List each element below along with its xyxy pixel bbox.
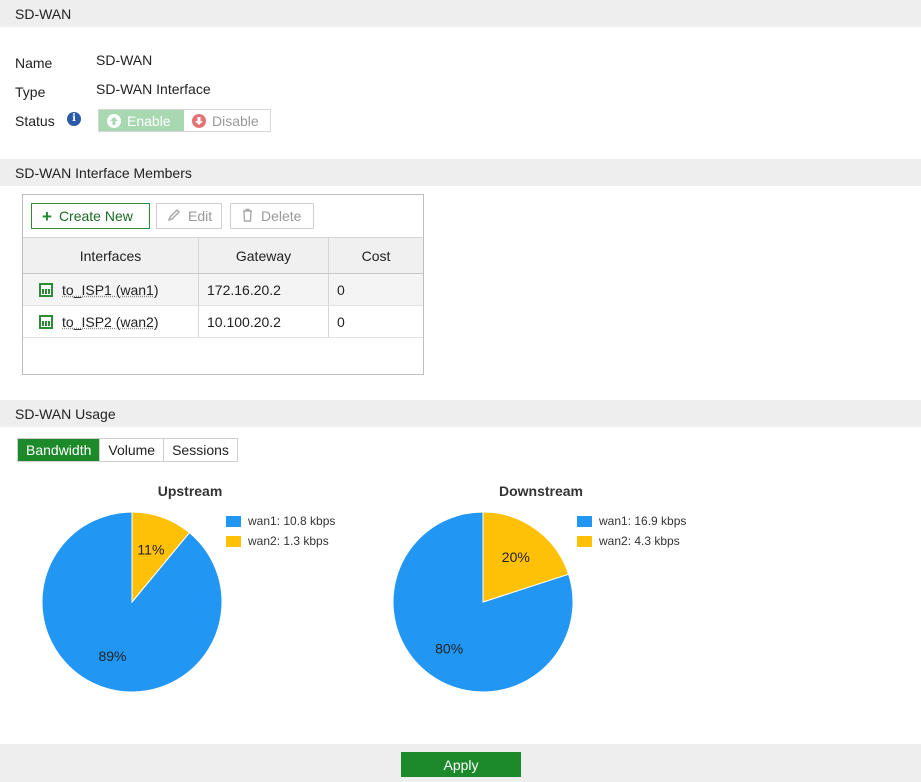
tab-sessions[interactable]: Sessions [164, 439, 237, 461]
column-header-cost[interactable]: Cost [328, 238, 423, 273]
status-toggle: Enable Disable [98, 109, 271, 132]
table-row[interactable]: to_ISP1 (wan1) 172.16.20.2 0 [23, 274, 423, 306]
edit-button[interactable]: Edit [156, 203, 222, 229]
legend-label: wan1: 10.8 kbps [248, 514, 336, 528]
tab-bandwidth[interactable]: Bandwidth [18, 439, 101, 461]
trash-icon [241, 208, 254, 225]
pie-slice-label: 89% [98, 648, 126, 664]
delete-label: Delete [261, 208, 302, 224]
pie-slice-label: 80% [435, 641, 463, 657]
legend-item[interactable]: wan1: 16.9 kbps [577, 511, 686, 531]
cost-cell: 0 [328, 274, 423, 305]
interface-name: to_ISP1 (wan1) [62, 281, 159, 298]
table-row[interactable]: to_ISP2 (wan2) 10.100.20.2 0 [23, 306, 423, 338]
pie-slice-wan2[interactable] [482, 511, 570, 603]
column-header-gateway[interactable]: Gateway [198, 238, 328, 273]
create-new-button[interactable]: + Create New [31, 203, 150, 229]
network-port-icon [39, 314, 53, 329]
disable-option[interactable]: Disable [184, 110, 270, 131]
legend-swatch-wan1 [577, 515, 592, 527]
create-new-label: Create New [58, 208, 133, 224]
legend-label: wan2: 4.3 kbps [599, 534, 680, 548]
upstream-legend: wan1: 10.8 kbps wan2: 1.3 kbps [226, 511, 335, 551]
type-value: SD-WAN Interface [96, 81, 211, 97]
legend-label: wan2: 1.3 kbps [248, 534, 329, 548]
delete-button[interactable]: Delete [230, 203, 314, 229]
usage-tabs: Bandwidth Volume Sessions [17, 438, 238, 462]
pie-slice-label: 11% [137, 541, 164, 557]
table-header: Interfaces Gateway Cost [23, 237, 423, 274]
name-label: Name [15, 55, 53, 71]
network-port-icon [39, 282, 53, 297]
cost-cell: 0 [328, 306, 423, 337]
legend-swatch-wan1 [226, 515, 241, 527]
gateway-cell: 10.100.20.2 [198, 306, 328, 337]
pie-slice-wan2[interactable] [131, 511, 191, 604]
chart-title-downstream: Downstream [498, 483, 584, 499]
legend-label: wan1: 16.9 kbps [599, 514, 687, 528]
disable-label: Disable [212, 112, 259, 129]
section-header-members: SD-WAN Interface Members [0, 159, 921, 186]
info-icon[interactable]: i [67, 112, 81, 126]
arrow-down-circle-icon [192, 113, 206, 128]
arrow-up-circle-icon [107, 113, 121, 128]
legend-item[interactable]: wan2: 1.3 kbps [226, 531, 335, 551]
pencil-icon [167, 208, 181, 225]
legend-item[interactable]: wan2: 4.3 kbps [577, 531, 686, 551]
interface-name: to_ISP2 (wan2) [62, 313, 159, 330]
apply-button[interactable]: Apply [401, 752, 521, 777]
enable-option[interactable]: Enable [99, 110, 184, 131]
legend-item[interactable]: wan1: 10.8 kbps [226, 511, 335, 531]
pie-slice-label: 20% [502, 549, 530, 565]
name-value: SD-WAN [96, 52, 153, 68]
plus-icon: + [42, 206, 52, 226]
status-label: Status [15, 113, 55, 129]
downstream-pie-chart: 80% 20% [392, 511, 574, 693]
edit-label: Edit [188, 208, 213, 224]
enable-label: Enable [127, 112, 171, 129]
chart-title-upstream: Upstream [157, 483, 223, 499]
section-header-usage: SD-WAN Usage [0, 400, 921, 427]
legend-swatch-wan2 [226, 535, 241, 547]
section-header-sdwan: SD-WAN [0, 0, 921, 27]
upstream-pie-chart: 89% 11% [41, 511, 223, 693]
column-header-interfaces[interactable]: Interfaces [79, 247, 142, 264]
downstream-legend: wan1: 16.9 kbps wan2: 4.3 kbps [577, 511, 686, 551]
gateway-cell: 172.16.20.2 [198, 274, 328, 305]
members-panel: + Create New Edit Delete Interfaces Gate… [22, 194, 424, 375]
tab-volume[interactable]: Volume [100, 439, 165, 461]
legend-swatch-wan2 [577, 535, 592, 547]
type-label: Type [15, 84, 46, 100]
